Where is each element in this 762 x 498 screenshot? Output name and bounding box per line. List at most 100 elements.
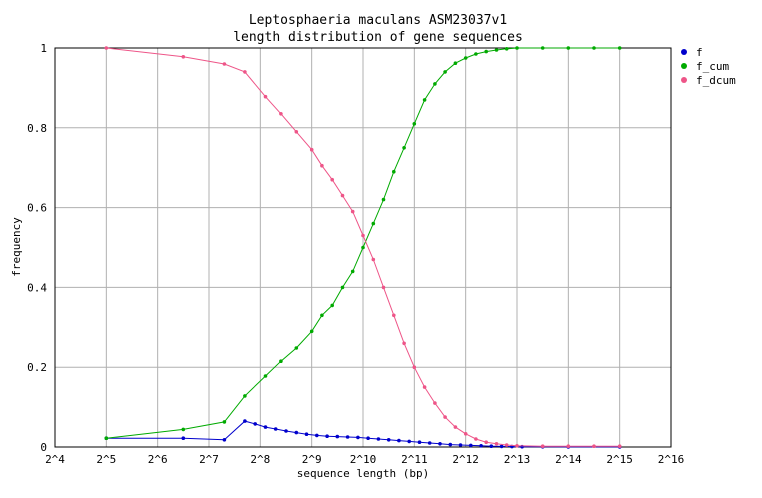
plot-frame [54, 47, 672, 448]
data-point [279, 359, 283, 364]
data-point [104, 46, 109, 50]
data-point [253, 422, 257, 426]
data-point [361, 245, 365, 250]
x-tick-label: 2^16 [658, 453, 685, 466]
chart-subtitle: length distribution of gene sequences [233, 30, 523, 45]
data-point [474, 52, 478, 56]
data-point [566, 46, 571, 50]
data-point [222, 420, 227, 424]
data-point [417, 440, 422, 445]
data-point [381, 197, 386, 202]
data-point [386, 438, 391, 442]
series-f-cum [104, 46, 622, 441]
data-point [279, 112, 283, 116]
data-point [222, 62, 227, 66]
data-point [294, 346, 299, 350]
data-point [433, 401, 437, 405]
data-point [515, 46, 519, 50]
data-point [371, 257, 376, 262]
data-point [284, 429, 288, 433]
data-point [309, 329, 314, 334]
data-point [181, 427, 186, 432]
data-point [448, 442, 453, 447]
y-tick-label: 0.6 [27, 202, 47, 215]
y-ticks: 0 0.2 0.4 0.6 0.8 1 [27, 42, 47, 454]
data-point [504, 443, 509, 447]
x-axis-label: sequence length (bp) [297, 467, 429, 480]
legend-marker [681, 77, 687, 83]
chart-title: Leptosphaeria maculans ASM23037v1 [249, 13, 507, 28]
data-point [263, 425, 268, 429]
data-point [412, 365, 417, 370]
x-tick-label: 2^9 [302, 453, 322, 466]
series-f-dcum [104, 46, 622, 449]
x-tick-label: 2^11 [401, 453, 428, 466]
data-point [392, 169, 396, 174]
data-point [438, 442, 442, 446]
data-point [243, 394, 247, 398]
x-ticks: 2^4 2^5 2^6 2^7 2^8 2^9 2^10 2^11 2^12 2^13 2^14 2^… [45, 453, 684, 466]
y-tick-label: 0.8 [27, 122, 47, 135]
data-point [504, 47, 509, 51]
legend-label: f_cum [696, 60, 729, 73]
legend-label: f_dcum [696, 74, 736, 87]
data-point [294, 130, 299, 134]
data-point [330, 303, 335, 308]
y-tick-label: 0 [40, 441, 47, 454]
data-point [340, 285, 345, 290]
x-tick-label: 2^8 [250, 453, 270, 466]
data-point [422, 385, 427, 389]
series-line [106, 420, 620, 448]
x-tick-label: 2^6 [148, 453, 168, 466]
data-point [104, 436, 109, 441]
y-axis-label: frequency [10, 217, 23, 277]
data-point [345, 435, 350, 439]
data-point [181, 436, 186, 441]
data-point [489, 444, 494, 449]
data-point [479, 444, 483, 448]
data-point [330, 177, 335, 182]
data-point [433, 82, 437, 86]
data-point [356, 435, 360, 440]
data-point [350, 209, 355, 214]
series-layer [104, 46, 622, 449]
x-tick-label: 2^13 [504, 453, 531, 466]
data-point [402, 341, 406, 346]
data-point [335, 434, 340, 439]
data-point [392, 313, 396, 318]
data-point [540, 46, 545, 50]
data-point [320, 163, 324, 168]
data-point [381, 285, 386, 290]
x-tick-label: 2^7 [199, 453, 219, 466]
x-tick-label: 2^5 [96, 453, 116, 466]
data-point [315, 433, 319, 438]
data-point [458, 443, 463, 447]
data-point [243, 70, 247, 74]
data-point [484, 49, 489, 54]
data-point [402, 146, 406, 150]
data-point [294, 430, 299, 435]
legend-label: f [696, 46, 703, 59]
x-tick-label: 2^10 [350, 453, 377, 466]
data-point [453, 425, 458, 429]
data-point [263, 374, 268, 378]
data-point [309, 147, 314, 152]
data-point [366, 436, 370, 441]
data-point [443, 70, 447, 74]
data-point [469, 443, 473, 448]
data-point [320, 313, 324, 318]
data-point [453, 61, 458, 65]
data-point [592, 444, 596, 449]
data-point [371, 221, 376, 226]
data-point [325, 434, 329, 439]
data-point [494, 442, 499, 446]
x-tick-label: 2^14 [555, 453, 582, 466]
data-point [515, 444, 519, 448]
data-point [263, 94, 268, 99]
y-tick-label: 1 [40, 42, 47, 55]
data-point [592, 46, 596, 50]
x-tick-label: 2^15 [606, 453, 633, 466]
data-point [222, 438, 227, 442]
